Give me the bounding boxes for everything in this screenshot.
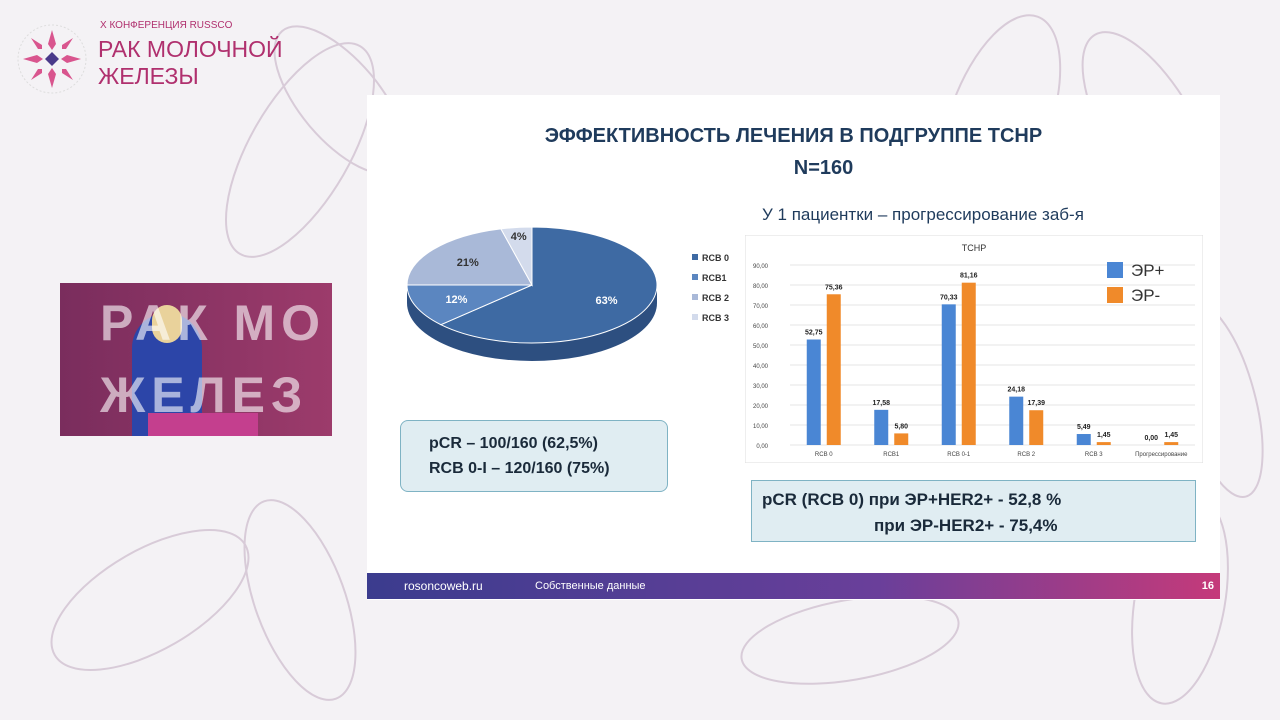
rcb-line: RCB 0-I – 120/160 (75%): [429, 460, 610, 477]
y-tick-label: 70,00: [753, 304, 769, 310]
slide-footer: rosoncoweb.ru Собственные данные 16: [367, 573, 1220, 599]
bar-er-pos: [1076, 434, 1091, 445]
bar-data-label: 1,45: [1097, 432, 1111, 439]
legend-swatch: [692, 314, 698, 320]
legend-label: RCB 2: [702, 293, 729, 303]
bar-er-neg: [826, 294, 841, 445]
x-tick-label: RCB 3: [1085, 452, 1103, 458]
legend-swatch: [1107, 262, 1123, 278]
pie-slice-rcb3: [500, 226, 533, 287]
er-neg-line: при ЭР-HER2+ - 75,4%: [874, 516, 1058, 535]
legend-swatch: [692, 274, 698, 280]
podium: [148, 413, 258, 436]
y-tick-label: 40,00: [753, 364, 769, 370]
y-tick-label: 0,00: [756, 444, 768, 450]
conference-title-line2: ЖЕЛЕЗЫ: [98, 63, 199, 89]
bar-data-label: 17,58: [872, 400, 890, 407]
bar-data-label: 5,80: [894, 423, 908, 430]
bar-data-label: 5,49: [1077, 424, 1091, 431]
speaker-video: РАК МО ЖЕЛЕЗ: [60, 283, 332, 436]
footer-site: rosoncoweb.ru: [404, 579, 483, 593]
pie-slice-rcb0: [439, 226, 658, 344]
conference-subtitle: X КОНФЕРЕНЦИЯ RUSSCO: [100, 20, 233, 31]
bar-er-neg: [1164, 442, 1179, 445]
speaker-head: [152, 305, 182, 343]
chart-title: ТСНР: [962, 243, 987, 253]
bar-er-pos: [874, 409, 889, 445]
pcr-line: pCR – 100/160 (62,5%): [429, 435, 598, 452]
slide-title: ЭФФЕКТИВНОСТЬ ЛЕЧЕНИЯ В ПОДГРУППЕ ТСНР: [544, 125, 1043, 147]
pie-data-label: 21%: [457, 257, 479, 269]
presentation-slide: ЭФФЕКТИВНОСТЬ ЛЕЧЕНИЯ В ПОДГРУППЕ ТСНР N…: [367, 95, 1220, 600]
legend-swatch: [1107, 287, 1123, 303]
x-tick-label: Прогрессирование: [1135, 452, 1188, 458]
y-tick-label: 50,00: [753, 344, 769, 350]
bar-data-label: 81,16: [960, 273, 978, 280]
legend-label: RCB1: [702, 273, 727, 283]
bar-data-label: 24,18: [1007, 387, 1025, 394]
bar-data-label: 52,75: [805, 330, 823, 337]
legend-swatch: [692, 294, 698, 300]
pie-data-label: 12%: [445, 294, 467, 306]
tchp-bar-chart: ТСНР 0,00 10,00 20,00 30,00 40,00 50,00 60,00 70…: [745, 235, 1203, 463]
bar-er-neg: [961, 282, 976, 445]
bar-er-neg: [1029, 410, 1044, 445]
progression-note: У 1 пациентки – прогрессирование заб-я: [762, 205, 1084, 224]
bar-data-label: 70,33: [940, 294, 958, 301]
y-tick-label: 80,00: [753, 284, 769, 290]
x-tick-label: RCB 2: [1017, 452, 1035, 458]
bar-data-label: 75,36: [825, 284, 843, 291]
rcb-pie-chart: 63% 12% 21% 4% RCB 0 RCB1 RCB 2 RCB 3: [406, 226, 729, 361]
x-tick-label: RCB 0: [815, 452, 833, 458]
bar-data-label: 17,39: [1027, 400, 1045, 407]
x-tick-label: RCB1: [883, 452, 900, 458]
bar-er-pos: [806, 339, 821, 445]
conference-title-line1: РАК МОЛОЧНОЙ: [98, 36, 283, 62]
bar-data-label: 1,45: [1164, 432, 1178, 439]
legend-swatch: [692, 254, 698, 260]
legend-label: ЭР-: [1131, 286, 1160, 305]
pie-slice-rcb2: [406, 228, 533, 286]
pcr-summary-box: pCR – 100/160 (62,5%) RCB 0-I – 120/160 …: [400, 420, 668, 492]
x-tick-label: RCB 0-1: [947, 452, 971, 458]
slide-subtitle: N=160: [793, 157, 854, 179]
bar-er-pos: [1009, 396, 1024, 445]
legend-label: RCB 3: [702, 313, 729, 323]
bar-data-label: 0,00: [1144, 435, 1158, 442]
er-pcr-box: pCR (RCB 0) при ЭР+HER2+ - 52,8 % при ЭР…: [751, 480, 1196, 542]
pie-slice-rcb1: [406, 284, 533, 326]
legend-label: ЭР+: [1131, 261, 1165, 280]
footer-source: Собственные данные: [535, 580, 646, 592]
video-backdrop-text: РАК МО ЖЕЛЕЗ: [100, 295, 327, 423]
pie-data-label: 4%: [511, 231, 527, 243]
er-pos-line: pCR (RCB 0) при ЭР+HER2+ - 52,8 %: [762, 490, 1062, 509]
y-tick-label: 30,00: [753, 384, 769, 390]
y-tick-label: 60,00: [753, 324, 769, 330]
pie-data-label: 63%: [596, 295, 618, 307]
bar-er-neg: [894, 433, 909, 445]
y-tick-label: 90,00: [753, 264, 769, 270]
bar-er-pos: [941, 304, 956, 445]
y-tick-label: 20,00: [753, 404, 769, 410]
y-tick-label: 10,00: [753, 424, 769, 430]
legend-label: RCB 0: [702, 253, 729, 263]
bar-er-neg: [1096, 442, 1111, 445]
russco-logo-icon: [17, 24, 87, 94]
page-number: 16: [1201, 580, 1214, 592]
